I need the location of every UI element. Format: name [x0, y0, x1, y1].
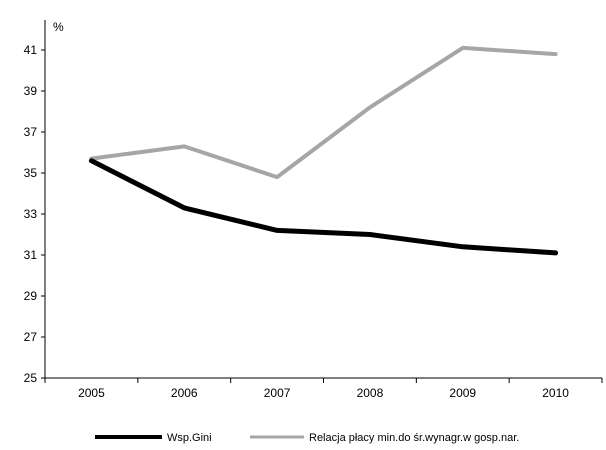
- y-axis-ticks: 25 27 29 31 33 35 37 39 41: [24, 43, 45, 385]
- x-tick-label: 2008: [357, 386, 384, 400]
- axes: [44, 20, 602, 379]
- y-tick-label: 39: [24, 84, 38, 98]
- y-tick-label: 27: [24, 330, 38, 344]
- x-axis-ticks: 2005 2006 2007 2008 2009 2010: [44, 378, 603, 400]
- series-lines: [88, 45, 559, 256]
- x-tick-label: 2006: [171, 386, 198, 400]
- y-tick-label: 41: [24, 43, 38, 57]
- x-tick-label: 2009: [449, 386, 476, 400]
- y-tick-label: 33: [24, 207, 38, 221]
- x-tick-label: 2005: [78, 386, 105, 400]
- x-tick-label: 2007: [264, 386, 291, 400]
- y-axis-unit-label: %: [53, 20, 64, 34]
- legend-label-1: Wsp.Gini: [167, 432, 212, 444]
- y-tick-label: 25: [24, 371, 38, 385]
- y-tick-label: 37: [24, 125, 38, 139]
- series-line-1: [88, 158, 559, 256]
- y-tick-label: 29: [24, 289, 38, 303]
- legend: Wsp.Gini Relacja płacy min.do śr.wynagr.w…: [95, 432, 519, 444]
- legend-label-2: Relacja płacy min.do śr.wynagr.w gosp.na…: [309, 432, 519, 444]
- series-line-2: [89, 45, 558, 180]
- y-tick-label: 35: [24, 166, 38, 180]
- y-tick-label: 31: [24, 248, 38, 262]
- x-tick-label: 2010: [542, 386, 569, 400]
